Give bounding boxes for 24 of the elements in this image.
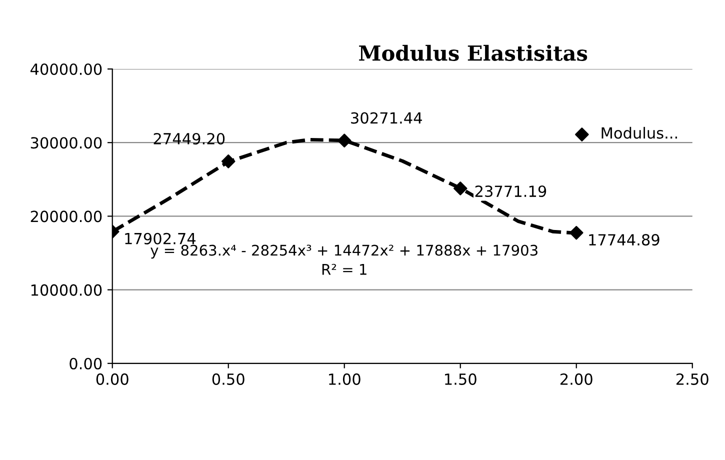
x-tick-label: 2.00 — [560, 373, 592, 385]
y-tick-label: 30000.00 — [30, 137, 102, 149]
point — [337, 134, 352, 148]
legend-label: Modulus... — [602, 126, 677, 139]
x-tick-label: 0.00 — [96, 373, 128, 385]
data-label: 30271.44 — [351, 112, 422, 124]
y-tick-label: 40000.00 — [30, 63, 102, 76]
annotation: y = 8263.x⁴ - 28254x³ + 14472x² + 17888x + 17903 — [150, 244, 538, 259]
data-label: 17902.74 — [125, 232, 196, 244]
data-label: 17744.89 — [589, 234, 660, 246]
chart-title: Modulus Elastisitas — [359, 44, 588, 61]
y-tick-label: 10000.00 — [31, 284, 102, 296]
point — [569, 226, 584, 240]
x-tick-label: 1.50 — [445, 373, 476, 385]
y-tick-label: 20000.00 — [30, 210, 102, 222]
annotation: R² = 1 — [322, 264, 366, 275]
data-label: 27449.20 — [154, 132, 225, 145]
y-tick-label: 0.00 — [70, 358, 102, 370]
x-tick-label: 0.50 — [212, 373, 244, 385]
x-tick-label: 1.00 — [329, 373, 360, 385]
point — [221, 154, 236, 168]
point — [453, 182, 468, 196]
x-tick-label: 2.50 — [676, 373, 708, 385]
data-label: 23771.19 — [475, 185, 546, 198]
